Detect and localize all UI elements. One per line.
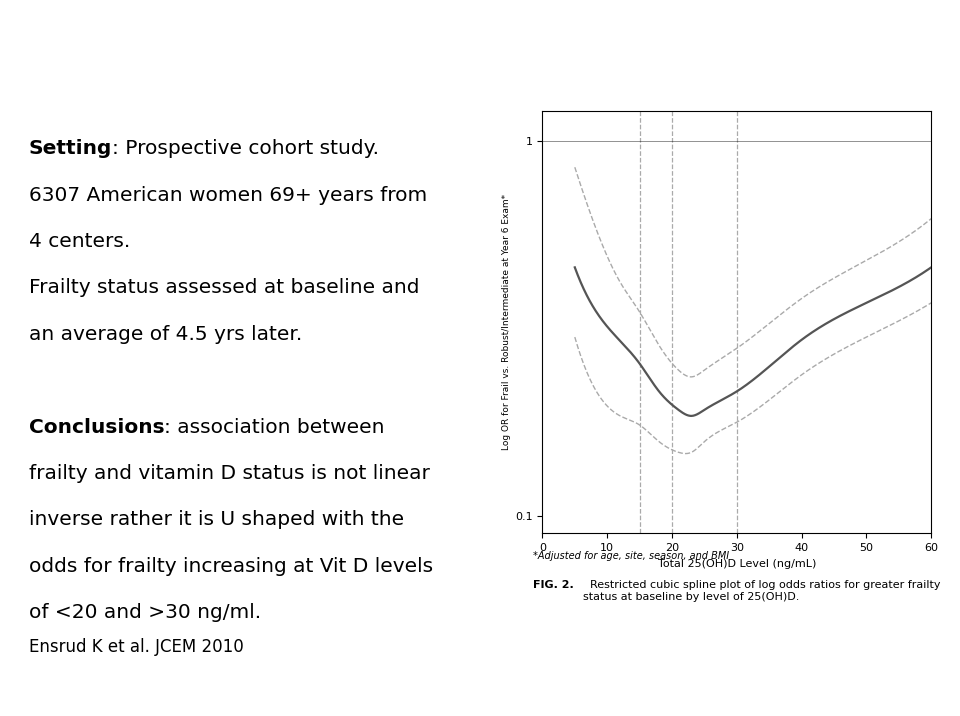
- Text: FIG. 2.: FIG. 2.: [533, 580, 573, 590]
- Text: Restricted cubic spline plot of log odds ratios for greater frailty
status at ba: Restricted cubic spline plot of log odds…: [583, 580, 940, 601]
- Text: odds for frailty increasing at Vit D levels: odds for frailty increasing at Vit D lev…: [29, 557, 433, 576]
- Text: *Adjusted for age, site, season, and BMI: *Adjusted for age, site, season, and BMI: [533, 551, 729, 561]
- Text: an average of 4.5 yrs later.: an average of 4.5 yrs later.: [29, 325, 302, 344]
- Text: Vitamin D levels and Frailty: Vitamin D levels and Frailty: [118, 26, 765, 67]
- Text: Ensrud K et al. JCEM 2010: Ensrud K et al. JCEM 2010: [29, 637, 244, 656]
- Text: Conclusions: Conclusions: [29, 417, 164, 437]
- Text: 6307 American women 69+ years from: 6307 American women 69+ years from: [29, 185, 427, 205]
- Text: of <20 and >30 ng/ml.: of <20 and >30 ng/ml.: [29, 603, 261, 622]
- Text: : Prospective cohort study.: : Prospective cohort study.: [112, 139, 379, 158]
- Text: 2010: 2010: [833, 72, 926, 105]
- Y-axis label: Log OR for Frail vs. Robust/Intermediate at Year 6 Exam*: Log OR for Frail vs. Robust/Intermediate…: [502, 194, 511, 450]
- Text: 4 centers.: 4 centers.: [29, 232, 130, 251]
- Text: : association between: : association between: [164, 417, 385, 437]
- Text: Frailty status assessed at baseline and: Frailty status assessed at baseline and: [29, 279, 420, 297]
- X-axis label: Total 25(OH)D Level (ng/mL): Total 25(OH)D Level (ng/mL): [658, 558, 816, 569]
- Text: inverse rather it is U shaped with the: inverse rather it is U shaped with the: [29, 511, 404, 529]
- Text: frailty and vitamin D status is not linear: frailty and vitamin D status is not line…: [29, 464, 430, 483]
- Text: L U N D   U N I V E R S I T Y   F A C U L T Y   O F   M E D I C I N E ,   C L I : L U N D U N I V E R S I T Y F A C U L T …: [0, 692, 765, 701]
- Text: Setting: Setting: [29, 139, 112, 158]
